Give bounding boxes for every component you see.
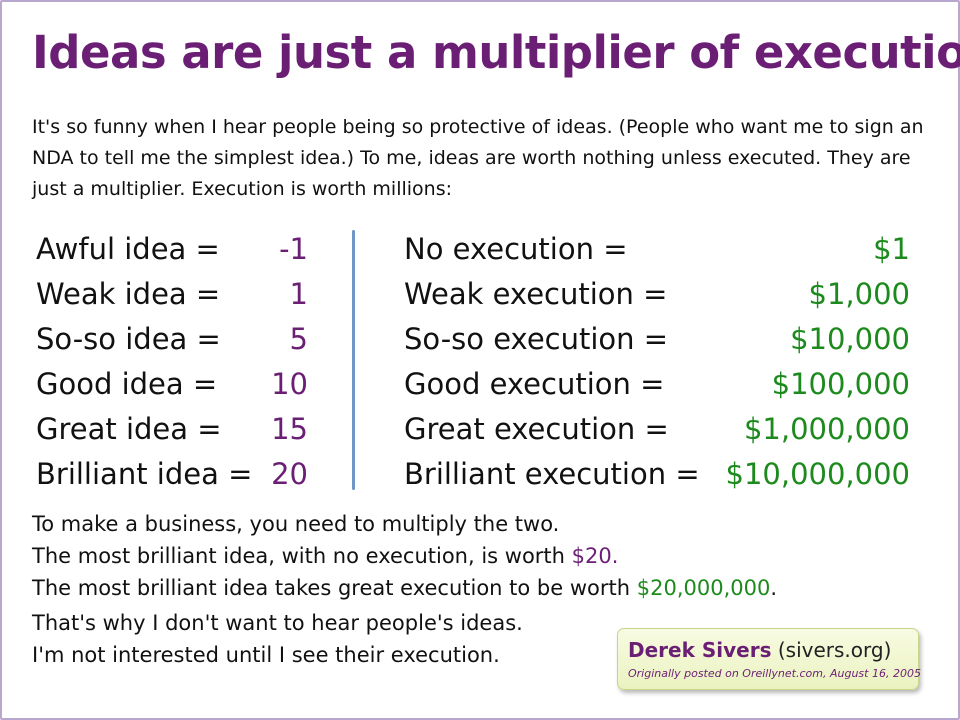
idea-label: Great idea =: [36, 411, 222, 446]
conclusion-line-1: To make a business, you need to multiply…: [32, 512, 560, 536]
idea-label: Weak idea =: [36, 276, 221, 311]
idea-row: Awful idea = -1: [36, 226, 308, 271]
execution-row: No execution = $1: [404, 226, 910, 271]
author-line: Derek Sivers (sivers.org): [628, 638, 918, 662]
idea-value: 1: [289, 276, 308, 311]
idea-value: -1: [279, 231, 308, 266]
ideas-table: Awful idea = -1 Weak idea = 1 So-so idea…: [36, 226, 308, 496]
column-divider: [352, 230, 355, 490]
conclusion-text: To make a business, you need to multiply…: [32, 508, 912, 671]
conclusion-line-2: The most brilliant idea, with no executi…: [32, 540, 912, 572]
idea-label: Good idea =: [36, 366, 218, 401]
page-title: Ideas are just a multiplier of execution: [32, 26, 960, 79]
idea-value: 10: [271, 366, 308, 401]
execution-table: No execution = $1 Weak execution = $1,00…: [404, 226, 910, 496]
conclusion-line-2-text: The most brilliant idea, with no executi…: [32, 544, 572, 568]
idea-label: So-so idea =: [36, 321, 221, 356]
execution-label: No execution =: [404, 231, 628, 266]
execution-label: Weak execution =: [404, 276, 668, 311]
idea-row: Good idea = 10: [36, 361, 308, 406]
execution-value: $1,000: [808, 276, 910, 311]
execution-value: $1: [873, 231, 910, 266]
intro-paragraph: It's so funny when I hear people being s…: [32, 116, 924, 200]
idea-row: Brilliant idea = 20: [36, 451, 308, 496]
idea-value: 5: [289, 321, 308, 356]
idea-only-worth: $20.: [571, 544, 619, 568]
conclusion-line-3-text: The most brilliant idea takes great exec…: [32, 576, 637, 600]
execution-label: Great execution =: [404, 411, 669, 446]
idea-row: Weak idea = 1: [36, 271, 308, 316]
execution-label: Brilliant execution =: [404, 456, 700, 491]
author-site: (sivers.org): [771, 638, 892, 662]
execution-value: $1,000,000: [743, 411, 910, 446]
idea-with-execution-worth: $20,000,000: [636, 576, 771, 600]
execution-value: $100,000: [771, 366, 910, 401]
idea-label: Brilliant idea =: [36, 456, 253, 491]
idea-label: Awful idea =: [36, 231, 220, 266]
author-name: Derek Sivers: [628, 638, 772, 662]
idea-value: 20: [271, 456, 308, 491]
idea-value: 15: [271, 411, 308, 446]
idea-row: Great idea = 15: [36, 406, 308, 451]
original-post-note: Originally posted on Oreillynet.com, Aug…: [628, 667, 921, 680]
execution-row: Weak execution = $1,000: [404, 271, 910, 316]
execution-label: Good execution =: [404, 366, 665, 401]
conclusion-line-3-end: .: [770, 576, 778, 600]
idea-row: So-so idea = 5: [36, 316, 308, 361]
execution-row: Brilliant execution = $10,000,000: [404, 451, 910, 496]
execution-label: So-so execution =: [404, 321, 669, 356]
execution-row: Great execution = $1,000,000: [404, 406, 910, 451]
author-credit-box: Derek Sivers (sivers.org) Originally pos…: [617, 628, 921, 690]
execution-value: $10,000: [790, 321, 910, 356]
conclusion-line-3: The most brilliant idea takes great exec…: [32, 572, 912, 604]
execution-row: Good execution = $100,000: [404, 361, 910, 406]
conclusion-line-5: I'm not interested until I see their exe…: [32, 643, 500, 667]
conclusion-line-4: That's why I don't want to hear people's…: [32, 611, 523, 635]
execution-row: So-so execution = $10,000: [404, 316, 910, 361]
execution-value: $10,000,000: [725, 456, 911, 491]
